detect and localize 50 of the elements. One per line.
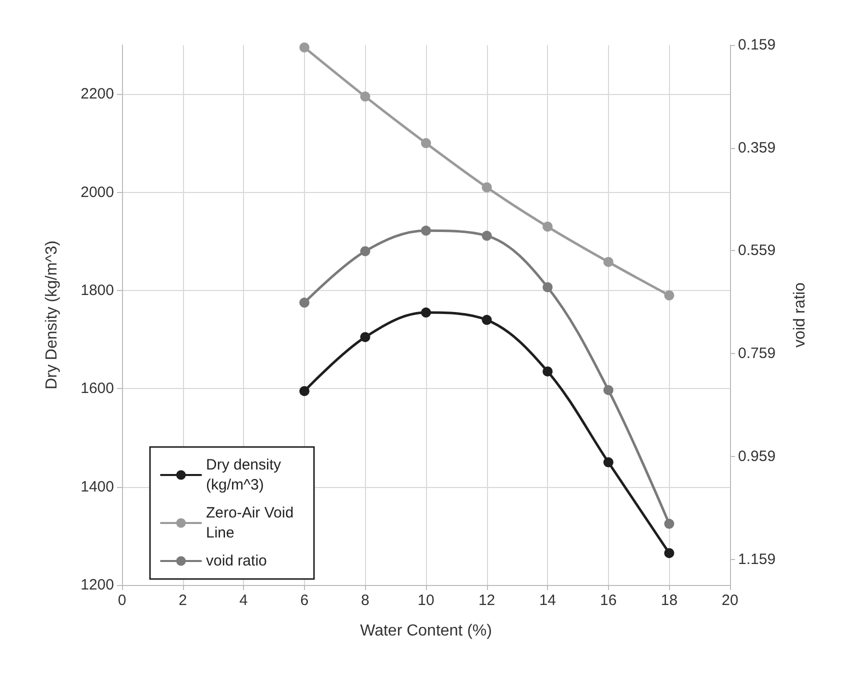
- point: [421, 138, 431, 148]
- y2-tick-label: 0.759: [738, 345, 776, 362]
- x-tick-label: 14: [539, 592, 556, 609]
- point: [664, 290, 674, 300]
- x-tick-label: 12: [478, 592, 496, 609]
- y-tick-label: 1800: [80, 282, 114, 299]
- y2-tick-label: 0.559: [738, 242, 776, 260]
- y2-tick-label: 1.159: [738, 550, 776, 568]
- y-tick-label: 1200: [80, 576, 114, 594]
- point: [664, 548, 674, 558]
- y2-tick-label: 0.159: [738, 36, 776, 54]
- legend-label: void ratio: [206, 552, 267, 570]
- point: [542, 282, 553, 292]
- y2-tick-label: 0.959: [738, 448, 776, 465]
- x-tick-label: 18: [660, 592, 678, 609]
- y2-axis-title: void ratio: [792, 282, 808, 348]
- legend-label: Dry density (kg/m^3): [206, 456, 286, 494]
- point: [421, 226, 431, 236]
- point: [482, 314, 492, 325]
- y-tick-label: 2200: [80, 86, 114, 103]
- x-tick-label: 20: [722, 592, 738, 609]
- point: [360, 92, 370, 102]
- y-tick-label: 1600: [80, 380, 114, 398]
- point: [664, 518, 674, 529]
- x-tick-label: 4: [239, 592, 248, 609]
- x-tick-label: 10: [418, 592, 434, 609]
- point: [421, 308, 431, 318]
- x-tick-label: 6: [300, 592, 309, 609]
- point: [482, 182, 492, 192]
- point: [603, 385, 614, 396]
- x-tick-label: 16: [600, 592, 617, 609]
- x-axis-title: Water Content (%): [360, 622, 492, 640]
- point: [360, 332, 370, 342]
- point: [603, 256, 614, 267]
- point: [360, 246, 370, 256]
- x-tick-label: 0: [118, 592, 126, 609]
- point: [299, 298, 310, 308]
- point: [542, 366, 553, 376]
- y-axis-title: Dry Density (kg/m^3): [44, 240, 60, 390]
- y-tick-label: 2000: [80, 184, 114, 201]
- point: [542, 222, 553, 232]
- legend-label: Zero-Air Void Line: [206, 504, 298, 542]
- point: [482, 230, 492, 241]
- point: [299, 386, 310, 396]
- y2-tick-label: 0.359: [738, 139, 776, 156]
- x-tick-label: 8: [361, 592, 370, 609]
- y-tick-label: 1400: [80, 478, 114, 496]
- x-tick-label: 2: [178, 592, 187, 609]
- point: [299, 42, 310, 52]
- point: [603, 457, 614, 468]
